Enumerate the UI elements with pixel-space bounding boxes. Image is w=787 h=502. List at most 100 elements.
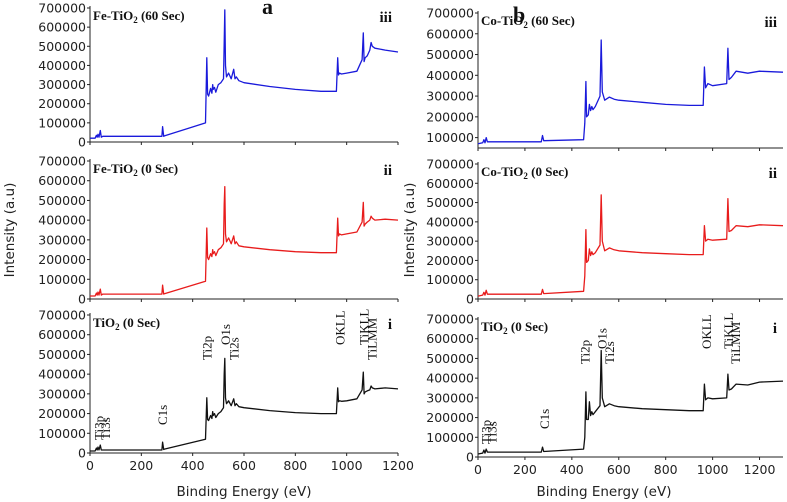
panel-title-sub: 2 (503, 326, 508, 336)
y-tick-label: 700000 (38, 154, 86, 169)
y-tick-label: 100000 (38, 115, 86, 130)
y-tick-label: 100000 (38, 272, 86, 287)
panel-title: TiO2 (0 Sec) (93, 315, 160, 332)
y-tick-label: 500000 (38, 39, 86, 54)
peak-label: Ti2p (200, 336, 215, 360)
peak-label: C1s (155, 405, 170, 425)
y-tick-label: 500000 (426, 195, 474, 210)
panel-label-a: a (262, 0, 273, 19)
y-tick-label: 500000 (38, 193, 86, 208)
x-tick-label: 200 (129, 458, 153, 473)
x-tick-label: 0 (474, 462, 482, 477)
panel-label-b: b (513, 2, 525, 27)
panel-title: Co-TiO2 (0 Sec) (481, 164, 568, 181)
row-label: i (773, 321, 777, 337)
row-label: i (388, 317, 392, 333)
y-tick-label: 0 (78, 135, 86, 150)
peak-label: Ti2s (602, 341, 617, 364)
panel-title-tail: (0 Sec) (528, 164, 568, 179)
panel-title: Fe-TiO2 (0 Sec) (93, 161, 178, 178)
y-tick-label: 400000 (38, 58, 86, 73)
spectrum-line (90, 357, 399, 452)
y-tick-label: 100000 (426, 130, 474, 145)
panel-b-ii: 0 100000 200000 300000 400000 500000 600000 700… (426, 157, 784, 307)
y-tick-label: 0 (466, 292, 474, 307)
row-label: ii (384, 163, 392, 179)
y-tick-label: 200000 (38, 406, 86, 421)
panel-title: Fe-TiO2 (60 Sec) (93, 8, 185, 25)
peak-label: O1s (594, 328, 609, 349)
peak-label: TiLMM (364, 317, 379, 360)
y-tick-label: 700000 (38, 308, 86, 323)
panel-title-sub: 2 (523, 20, 528, 30)
y-tick-label: 600000 (426, 26, 474, 41)
panel-title-tail: (0 Sec) (508, 319, 548, 334)
x-axis-label-a: Binding Energy (eV) (177, 484, 312, 500)
x-tick-label: 400 (181, 458, 205, 473)
y-axis-label-b: Intensity (a.u) (402, 183, 418, 278)
panel-a-ii: 0 100000 200000 300000 400000 500000 600000 700… (38, 154, 399, 307)
panel-title-main: Co-TiO (481, 164, 523, 179)
y-tick-label: 300000 (38, 386, 86, 401)
y-tick-label: 200000 (38, 252, 86, 267)
panel-a-iii: 0 100000 200000 300000 400000 500000 600000 700… (38, 1, 399, 150)
y-tick-label: 400000 (426, 371, 474, 386)
y-tick-label: 400000 (426, 214, 474, 229)
peak-label: OKLL (332, 310, 347, 345)
y-tick-label: 0 (78, 446, 86, 461)
panel-title-tail: (60 Sec) (528, 13, 575, 28)
panel-a-i: 0 100000 200000 300000 400000 500000 600000 700… (38, 308, 414, 474)
row-label: iii (379, 10, 392, 26)
y-tick-label: 100000 (426, 430, 474, 445)
y-tick-label: 600000 (38, 173, 86, 188)
spectrum-line (90, 185, 399, 297)
y-tick-label: 200000 (426, 109, 474, 124)
panel-title-sub: 2 (523, 171, 528, 181)
x-tick-label: 600 (232, 458, 256, 473)
peak-label: Ti3s (98, 417, 113, 440)
x-tick-label: 800 (654, 462, 678, 477)
y-tick-label: 300000 (426, 234, 474, 249)
panel-title-sub: 2 (115, 322, 120, 332)
peak-label: Ti3s (485, 421, 500, 444)
y-tick-label: 500000 (426, 47, 474, 62)
x-tick-label: 1000 (697, 462, 729, 477)
row-label: iii (764, 15, 777, 31)
y-tick-label: 500000 (426, 351, 474, 366)
y-tick-label: 300000 (426, 89, 474, 104)
panels: 0100000200000300000400000500000600000700… (38, 1, 784, 477)
y-tick-label: 200000 (426, 253, 474, 268)
y-tick-label: 300000 (426, 390, 474, 405)
y-tick-label: 700000 (426, 157, 474, 172)
x-tick-label: 200 (513, 462, 537, 477)
peak-label: TiLMM (728, 321, 743, 364)
y-tick-label: 200000 (426, 410, 474, 425)
panel-b-i: 0 100000 200000 300000 400000 500000 600000 700… (426, 312, 784, 477)
y-tick-label: 0 (466, 450, 474, 465)
panel-title-sub: 2 (133, 15, 138, 25)
peak-label: O1s (218, 324, 233, 345)
panel-title-tail: (0 Sec) (138, 161, 178, 176)
peak-label: Ti3p (479, 420, 494, 444)
x-tick-label: 800 (283, 458, 307, 473)
panel-title-main: Fe-TiO (93, 161, 133, 176)
y-tick-label: 200000 (38, 96, 86, 111)
y-tick-label: 400000 (426, 68, 474, 83)
panel-title: Co-TiO2 (60 Sec) (481, 13, 575, 30)
spectrum-line (477, 349, 784, 455)
spectrum-line (90, 9, 399, 139)
panel-title-main: Co-TiO (481, 13, 523, 28)
panel-title-sub: 2 (133, 168, 138, 178)
y-tick-label: 600000 (38, 327, 86, 342)
panel-title-main: TiO (481, 319, 503, 334)
panel-title-main: Fe-TiO (93, 8, 133, 23)
x-axis-label-b: Binding Energy (eV) (537, 484, 672, 500)
y-axis-label-a: Intensity (a.u) (2, 183, 18, 278)
y-tick-label: 700000 (426, 6, 474, 21)
x-tick-label: 1200 (744, 462, 776, 477)
peak-label: TiKLL (357, 309, 372, 345)
y-tick-label: 700000 (38, 1, 86, 16)
peak-label: Ti2s (227, 337, 242, 360)
x-tick-label: 0 (86, 458, 94, 473)
